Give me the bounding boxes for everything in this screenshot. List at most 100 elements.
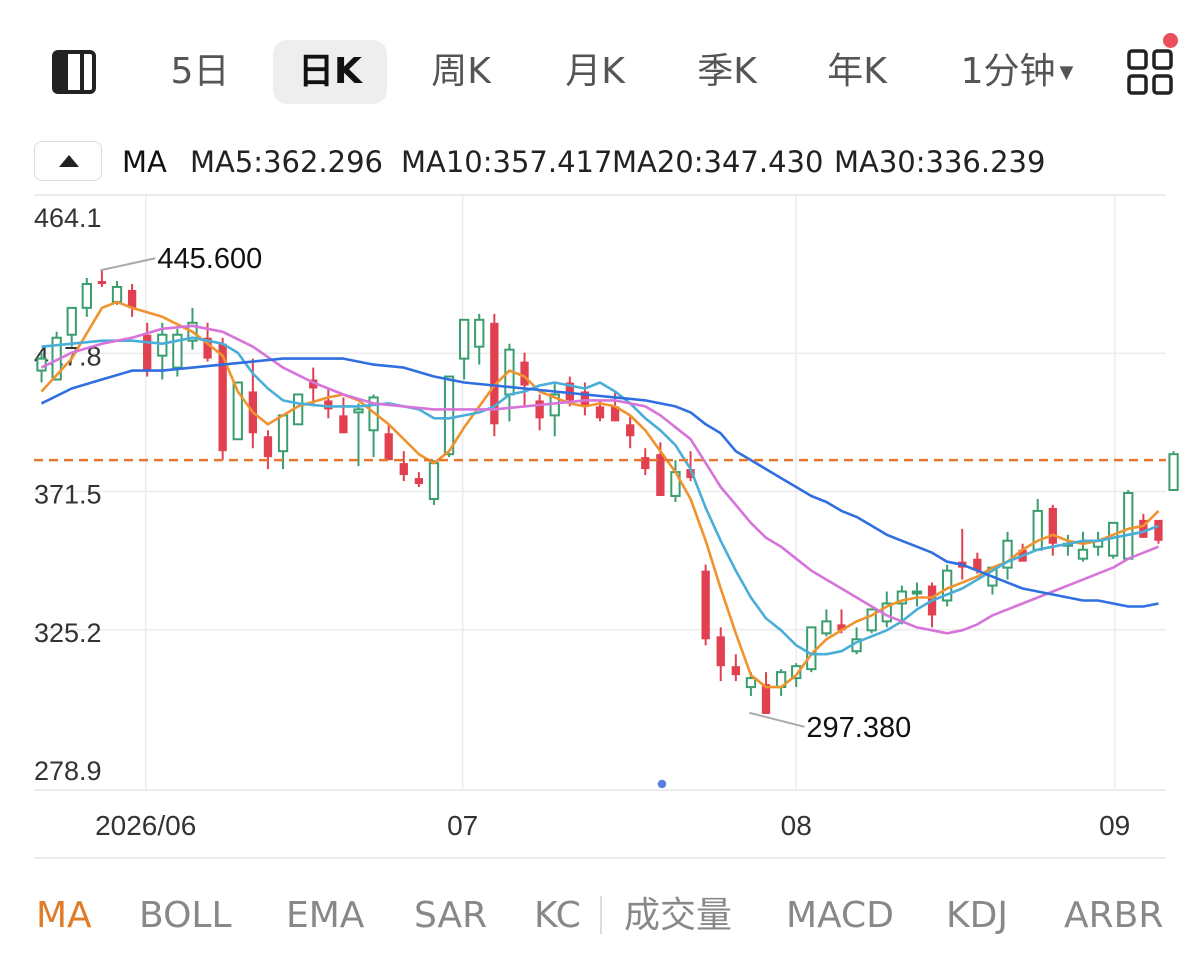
max-price-label: 445.600 xyxy=(157,243,262,275)
candle-body-down xyxy=(641,457,650,470)
candle-body-down xyxy=(595,406,605,419)
y-tick-label: 278.9 xyxy=(34,756,102,786)
candle-body-up xyxy=(81,282,92,309)
candle-body-down xyxy=(761,684,771,714)
event-marker-dot[interactable] xyxy=(656,778,668,790)
candle-body-down xyxy=(97,280,107,284)
candle-body-down xyxy=(701,570,710,640)
minute-interval-select[interactable]: 1分钟 ▼ xyxy=(952,40,1082,104)
indicator-divider xyxy=(600,896,602,934)
tab-monthly-k[interactable]: 月K xyxy=(565,51,625,92)
indicator-kdj[interactable]: KDJ xyxy=(946,895,1008,936)
candle-body-down xyxy=(384,433,393,461)
legend-title: MA xyxy=(122,145,167,179)
x-tick-label: 07 xyxy=(447,810,478,841)
tab-5day[interactable]: 5日 xyxy=(170,51,230,92)
candle-body-up xyxy=(1002,539,1013,569)
candle-body-down xyxy=(490,322,499,425)
indicator-volume[interactable]: 成交量 xyxy=(624,895,733,936)
candle-body-down xyxy=(218,343,227,452)
caret-down-icon: ▼ xyxy=(1059,62,1074,83)
collapse-toggle-button[interactable] xyxy=(34,141,102,181)
candle-body-down xyxy=(1048,507,1057,544)
candle-body-down xyxy=(610,406,620,422)
x-tick-label: 2026/06 xyxy=(95,810,196,841)
y-tick-label: 325.2 xyxy=(34,618,102,648)
tab-quarterly-k[interactable]: 季K xyxy=(697,51,757,92)
candle-body-up xyxy=(745,677,757,689)
ma-line-ma20 xyxy=(40,324,1159,635)
candle-body-up xyxy=(1168,453,1179,492)
candle-body-down xyxy=(535,400,544,419)
candle-body-up xyxy=(474,318,485,348)
minute-select-label: 1分钟 xyxy=(960,51,1056,92)
candle-body-down xyxy=(414,478,424,485)
candle-body-up xyxy=(157,333,168,357)
candle-body-up xyxy=(36,357,47,372)
indicator-arbr[interactable]: ARBR xyxy=(1064,895,1164,936)
y-tick-label: 464.1 xyxy=(34,203,102,233)
candle-body-up xyxy=(172,333,183,369)
candle-body-down xyxy=(309,379,318,389)
candle-body-up xyxy=(896,590,908,605)
candle-body-up xyxy=(443,375,455,456)
panel-layout-icon[interactable] xyxy=(52,50,96,94)
candle-body-down xyxy=(837,624,846,631)
legend-ma20: MA20:347.430 xyxy=(612,145,824,179)
candle-body-down xyxy=(973,558,982,571)
min-price-label: 297.380 xyxy=(806,712,911,744)
legend-ma30: MA30:336.239 xyxy=(834,145,1046,179)
candle-body-up xyxy=(459,318,470,360)
indicator-ema[interactable]: EMA xyxy=(286,895,365,936)
candle-body-up xyxy=(353,408,364,414)
candle-body-down xyxy=(686,469,695,479)
tab-yearly-k[interactable]: 年K xyxy=(827,51,887,92)
candle-body-up xyxy=(866,608,877,632)
candle-body-down xyxy=(203,337,212,359)
x-tick-label: 08 xyxy=(781,810,812,841)
indicator-macd[interactable]: MACD xyxy=(786,895,894,936)
indicator-ma[interactable]: MA xyxy=(36,895,92,936)
candle-body-up xyxy=(111,285,123,303)
candle-body-down xyxy=(716,636,725,667)
candle-body-down xyxy=(580,391,590,407)
candle-body-up xyxy=(791,665,802,680)
tab-weekly-k[interactable]: 周K xyxy=(431,51,491,92)
x-tick-label: 09 xyxy=(1099,810,1130,841)
candle-body-up xyxy=(428,462,440,500)
grid-menu-icon[interactable] xyxy=(1126,48,1174,96)
candle-body-up xyxy=(66,306,77,336)
candle-body-down xyxy=(399,463,408,476)
candle-body-up xyxy=(1077,548,1089,560)
candle-body-up xyxy=(1123,491,1134,560)
extreme-pointer-line xyxy=(100,257,156,272)
legend-ma10: MA10:357.417 xyxy=(401,145,613,179)
indicator-sar[interactable]: SAR xyxy=(414,895,488,936)
candle-body-down xyxy=(565,382,574,401)
candle-body-up xyxy=(911,590,923,595)
candle-body-down xyxy=(127,289,137,308)
candle-body-down xyxy=(520,361,529,386)
tab-daily-k[interactable]: 日K xyxy=(273,40,387,104)
y-tick-label: 371.5 xyxy=(34,480,102,510)
candle-body-down xyxy=(143,334,152,371)
notification-dot xyxy=(1163,33,1178,48)
period-tab-bar: 5日 日K 周K 月K 季K 年K 1分钟 ▼ xyxy=(0,0,1200,140)
candle-body-down xyxy=(1139,519,1148,538)
candle-body-up xyxy=(232,381,243,441)
ma-line-ma10 xyxy=(41,336,1159,656)
candle-body-down xyxy=(656,454,665,496)
ma-line-ma30 xyxy=(40,357,1159,608)
candle-body-down xyxy=(263,436,273,458)
candle-body-down xyxy=(731,666,740,676)
candle-body-up xyxy=(821,620,832,635)
extreme-pointer-line xyxy=(749,711,805,728)
indicator-kc[interactable]: KC xyxy=(534,895,581,936)
ma-line-ma5 xyxy=(40,300,1160,689)
indicator-boll[interactable]: BOLL xyxy=(139,895,232,936)
candle-body-down xyxy=(339,415,348,434)
candle-body-down xyxy=(626,424,635,437)
triangle-up-icon xyxy=(59,155,79,167)
candle-body-up xyxy=(806,626,817,671)
